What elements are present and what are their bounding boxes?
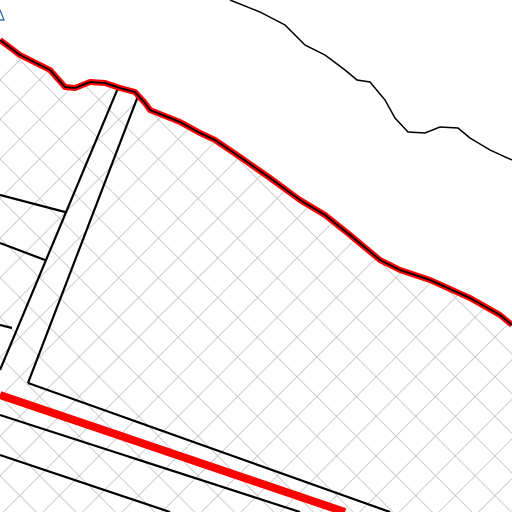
upper-contour xyxy=(229,0,512,161)
parcel-lines xyxy=(0,87,391,512)
boundary-black xyxy=(0,39,512,326)
marker-fragment xyxy=(0,9,5,21)
red-road xyxy=(0,391,347,512)
